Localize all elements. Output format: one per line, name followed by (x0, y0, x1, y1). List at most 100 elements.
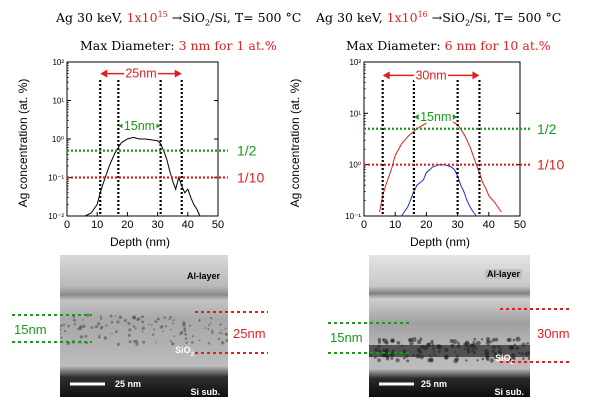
tem-particle (147, 323, 150, 326)
right-max-diameter-value: 6 nm for 10 at.% (444, 38, 551, 53)
tem-particle (510, 345, 514, 349)
tem-particle (62, 323, 66, 326)
tem-particle (492, 345, 496, 350)
tem-particle (435, 344, 441, 349)
tem-particle (224, 327, 227, 330)
right-ytick-label: 10⁻¹ (345, 212, 361, 221)
left-title-fluence: 1x1015 (126, 10, 168, 26)
right-xtick-label: 50 (514, 219, 526, 231)
tem-particle (136, 318, 139, 321)
tem-particle (396, 341, 401, 345)
tem-particle (60, 324, 63, 328)
tem-particle (110, 321, 114, 324)
tem-particle (72, 341, 75, 344)
tem-particle (428, 354, 432, 357)
tem-particle (98, 336, 101, 339)
tem-particle (100, 317, 103, 320)
tem-particle (127, 333, 131, 337)
tem-particle (491, 349, 495, 353)
tem-particle (431, 344, 435, 347)
left-max-diameter-value: 3 nm for 1 at.% (178, 38, 277, 53)
left-title-suffix: /Si, T= 500 °C (210, 10, 302, 26)
tem-particle (134, 327, 137, 330)
tem-particle (472, 340, 475, 344)
right-tem-scale-label: 25 nm (421, 379, 448, 389)
left-ytick-label: 10⁻² (48, 212, 64, 221)
left-hline-label: 1/10 (237, 170, 264, 186)
left-title: Ag 30 keV, 1x1015 →SiO2/Si, T= 500 °C (56, 10, 302, 28)
tem-particle (118, 315, 123, 319)
left-tem-background (60, 255, 228, 397)
tem-particle (486, 358, 490, 362)
tem-particle (163, 316, 166, 319)
tem-particle (225, 338, 228, 343)
tem-particle (221, 341, 225, 345)
left-hline-label: 1/2 (237, 143, 257, 159)
left-tem-sio2-label: SiO2 (175, 345, 194, 358)
tem-particle (385, 357, 390, 361)
tem-particle (452, 339, 458, 345)
right-tem-si-label: Si sub. (494, 387, 524, 397)
tem-particle (103, 336, 108, 340)
right-xtick-label: 20 (420, 219, 432, 231)
tem-particle (60, 336, 63, 339)
tem-particle (381, 353, 386, 357)
tem-particle (171, 342, 175, 346)
tem-particle (485, 340, 491, 346)
right-series-line-1 (400, 164, 477, 217)
tem-particle (60, 328, 62, 331)
tem-particle (390, 353, 393, 356)
tem-particle (141, 330, 144, 333)
tem-particle (132, 315, 136, 320)
tem-particle (153, 328, 156, 331)
tem-particle (466, 347, 471, 351)
tem-particle (73, 320, 76, 323)
tem-particle (512, 338, 516, 342)
tem-particle (522, 357, 525, 360)
tem-particle (209, 322, 212, 324)
tem-particle (491, 338, 496, 342)
tem-particle (82, 324, 86, 328)
tem-particle (79, 325, 83, 329)
tem-particle (184, 337, 188, 340)
tem-particle (179, 330, 184, 335)
tem-particle (475, 340, 481, 346)
right-annotation-bg (414, 67, 449, 82)
tem-particle (191, 335, 194, 338)
tem-particle (105, 324, 108, 327)
tem-particle (210, 316, 213, 320)
tem-particle (164, 325, 167, 328)
tem-particle (405, 354, 409, 358)
tem-particle (427, 342, 432, 347)
tem-particle (168, 318, 171, 321)
tem-particle (182, 323, 186, 327)
tem-particle (220, 332, 223, 335)
tem-particle (123, 319, 127, 322)
tem-particle (170, 328, 172, 331)
tem-particle (449, 338, 454, 344)
tem-particle (169, 340, 172, 343)
right-xtick-label: 10 (389, 219, 401, 231)
tem-particle (409, 341, 414, 346)
tem-particle (84, 334, 88, 338)
tem-particle (463, 347, 467, 351)
tem-particle (415, 354, 421, 359)
tem-particle (475, 347, 478, 350)
tem-particle (183, 327, 186, 331)
tem-particle (377, 344, 381, 348)
tem-particle (133, 340, 137, 343)
tem-particle (217, 337, 221, 341)
tem-particle (373, 355, 377, 359)
tem-particle (456, 344, 461, 349)
right-title-arrow: →SiO (427, 10, 466, 26)
tem-particle (96, 325, 99, 328)
tem-particle (473, 337, 477, 341)
tem-particle (90, 326, 94, 329)
right-arrowhead-right (472, 71, 480, 80)
tem-particle (463, 342, 468, 347)
tem-particle (141, 326, 145, 330)
tem-particle (97, 322, 101, 326)
right-arrowhead-left (382, 71, 390, 80)
left-arrowhead-left (100, 69, 108, 78)
